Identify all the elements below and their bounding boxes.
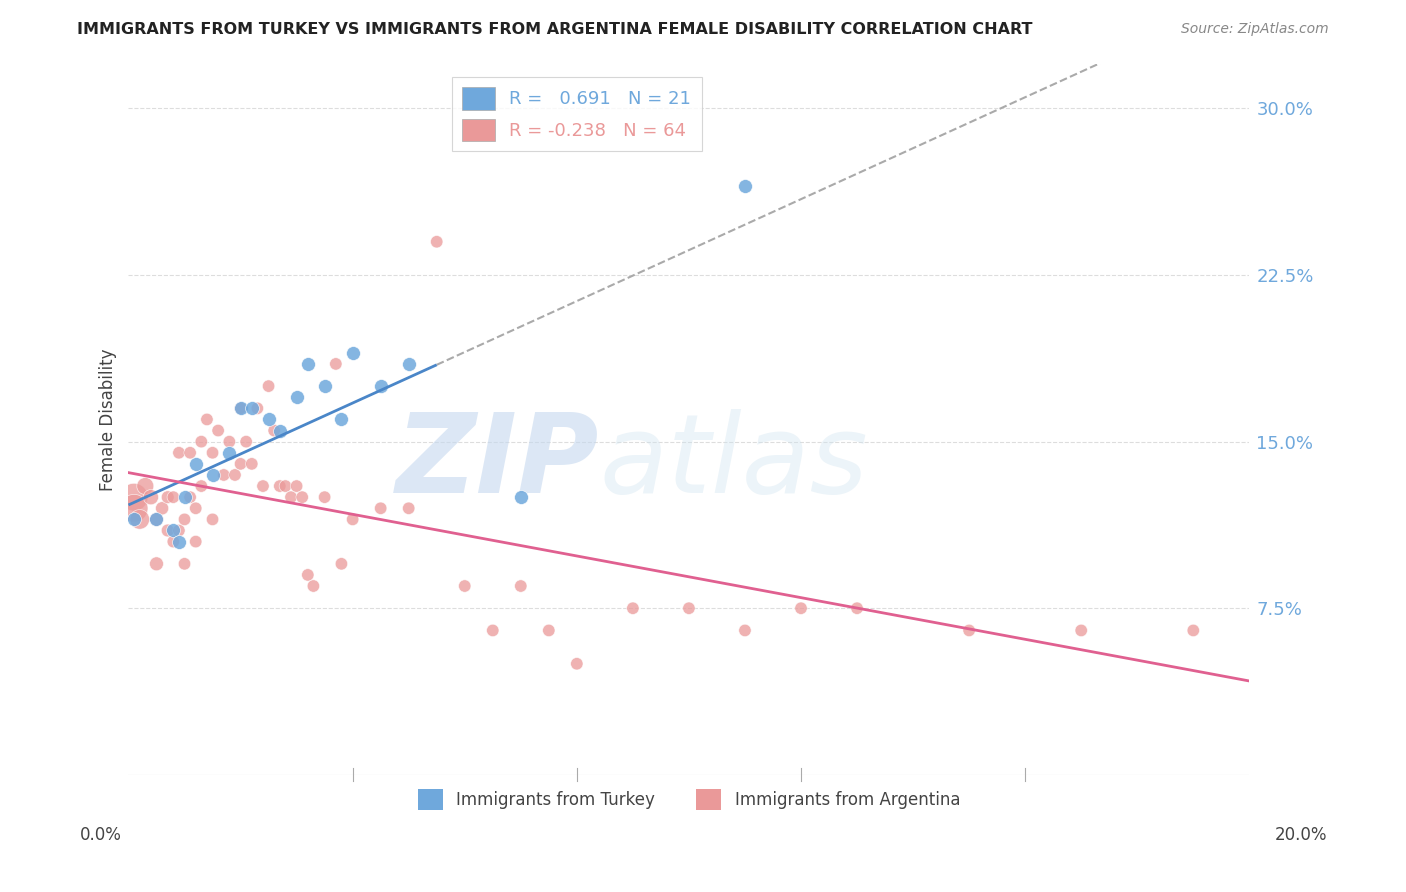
Point [285,479,308,493]
Text: 20.0%: 20.0% [1274,826,1327,844]
Point [190,479,212,493]
Point [269,479,291,493]
Point [167,524,190,538]
Point [229,401,252,416]
Point [150,501,173,516]
Point [257,379,280,393]
Point [122,512,145,526]
Point [790,601,813,615]
Point [229,457,252,471]
Point [252,479,274,493]
Point [139,490,162,504]
Point [285,390,308,404]
Text: atlas: atlas [599,409,868,516]
Point [240,457,263,471]
Point [398,501,420,516]
Point [398,357,420,371]
Point [207,424,229,438]
Point [509,579,531,593]
Point [156,524,179,538]
Point [162,534,184,549]
Point [224,467,246,482]
Text: IMMIGRANTS FROM TURKEY VS IMMIGRANTS FROM ARGENTINA FEMALE DISABILITY CORRELATIO: IMMIGRANTS FROM TURKEY VS IMMIGRANTS FRO… [77,22,1033,37]
Point [426,235,449,249]
Point [184,534,207,549]
Point [229,401,252,416]
Y-axis label: Female Disability: Female Disability [100,348,117,491]
Point [291,490,314,504]
Point [330,557,353,571]
Point [263,424,285,438]
Point [173,490,195,504]
Point [184,457,207,471]
Point [678,601,700,615]
Point [179,446,201,460]
Point [325,357,347,371]
Point [257,412,280,426]
Point [274,479,297,493]
Legend: Immigrants from Turkey, Immigrants from Argentina: Immigrants from Turkey, Immigrants from … [411,782,967,816]
Point [179,490,201,504]
Point [330,412,353,426]
Point [145,557,167,571]
Point [297,568,319,582]
Point [201,446,224,460]
Point [370,501,392,516]
Point [218,434,240,449]
Point [173,512,195,526]
Point [621,601,644,615]
Point [201,512,224,526]
Point [246,401,269,416]
Point [846,601,869,615]
Text: 0.0%: 0.0% [80,826,122,844]
Point [184,501,207,516]
Point [134,479,156,493]
Point [128,512,150,526]
Point [212,467,235,482]
Point [162,490,184,504]
Point [342,346,364,360]
Point [280,490,302,504]
Point [173,557,195,571]
Point [314,379,336,393]
Point [218,446,240,460]
Point [122,490,145,504]
Point [122,501,145,516]
Point [342,512,364,526]
Point [297,357,319,371]
Point [537,624,560,638]
Point [1070,624,1092,638]
Text: ZIP: ZIP [395,409,599,516]
Point [481,624,503,638]
Point [240,401,263,416]
Point [145,512,167,526]
Point [156,490,179,504]
Point [190,434,212,449]
Point [195,412,218,426]
Point [167,534,190,549]
Point [734,624,756,638]
Point [565,657,588,671]
Point [314,490,336,504]
Point [235,434,257,449]
Point [370,379,392,393]
Text: Source: ZipAtlas.com: Source: ZipAtlas.com [1181,22,1329,37]
Point [454,579,477,593]
Point [957,624,980,638]
Point [145,512,167,526]
Point [1182,624,1205,638]
Point [162,524,184,538]
Point [167,446,190,460]
Point [269,424,291,438]
Point [734,179,756,194]
Point [509,490,531,504]
Point [302,579,325,593]
Point [201,467,224,482]
